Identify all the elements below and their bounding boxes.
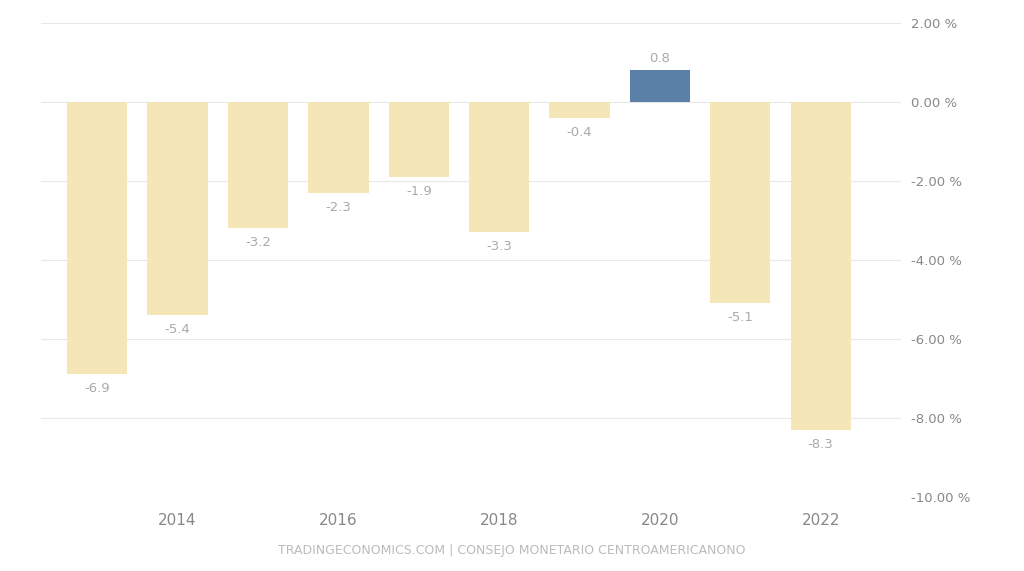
- Bar: [550, 102, 609, 118]
- Text: -1.9: -1.9: [406, 185, 432, 198]
- Bar: [228, 102, 288, 228]
- Text: -6.9: -6.9: [84, 382, 110, 395]
- Bar: [147, 102, 208, 315]
- Bar: [68, 102, 127, 375]
- Bar: [308, 102, 369, 192]
- Bar: [469, 102, 529, 232]
- Bar: [791, 102, 851, 429]
- Text: -5.4: -5.4: [165, 323, 190, 336]
- Bar: [630, 70, 690, 102]
- Text: 0.8: 0.8: [649, 53, 671, 66]
- Bar: [711, 102, 770, 303]
- Bar: [389, 102, 449, 177]
- Text: -0.4: -0.4: [566, 126, 592, 139]
- Text: -3.2: -3.2: [245, 236, 271, 249]
- Text: -2.3: -2.3: [326, 200, 351, 214]
- Text: -3.3: -3.3: [486, 240, 512, 253]
- Text: -8.3: -8.3: [808, 437, 834, 451]
- Text: TRADINGECONOMICS.COM | CONSEJO MONETARIO CENTROAMERICANONO: TRADINGECONOMICS.COM | CONSEJO MONETARIO…: [279, 544, 745, 557]
- Text: -5.1: -5.1: [727, 311, 754, 324]
